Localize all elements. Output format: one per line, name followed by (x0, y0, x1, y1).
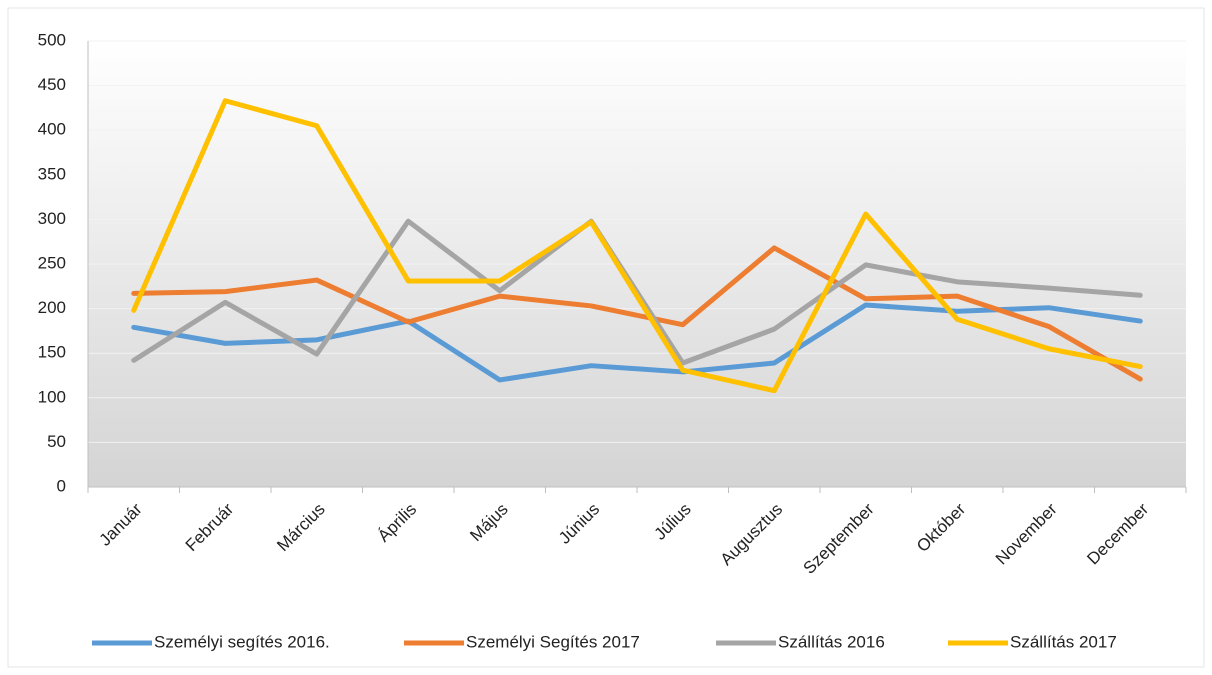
y-tick-label: 450 (38, 75, 66, 94)
legend-label: Szállítás 2016 (778, 632, 885, 651)
legend-label: Személyi Segítés 2017 (466, 632, 640, 651)
series-line (131, 245, 1143, 382)
y-tick-label: 100 (38, 387, 66, 406)
y-tick-label: 50 (47, 432, 66, 451)
y-tick-label: 500 (38, 30, 66, 49)
legend-label: Szállítás 2017 (1010, 632, 1117, 651)
y-tick-label: 250 (38, 253, 66, 272)
y-tick-label: 0 (57, 476, 66, 495)
y-tick-label: 300 (38, 209, 66, 228)
y-tick-label: 200 (38, 298, 66, 317)
y-tick-label: 400 (38, 120, 66, 139)
y-tick-label: 150 (38, 343, 66, 362)
y-tick-label: 350 (38, 164, 66, 183)
series-line (131, 98, 1143, 394)
series-line (131, 302, 1143, 383)
legend-label: Személyi segítés 2016. (154, 632, 330, 651)
